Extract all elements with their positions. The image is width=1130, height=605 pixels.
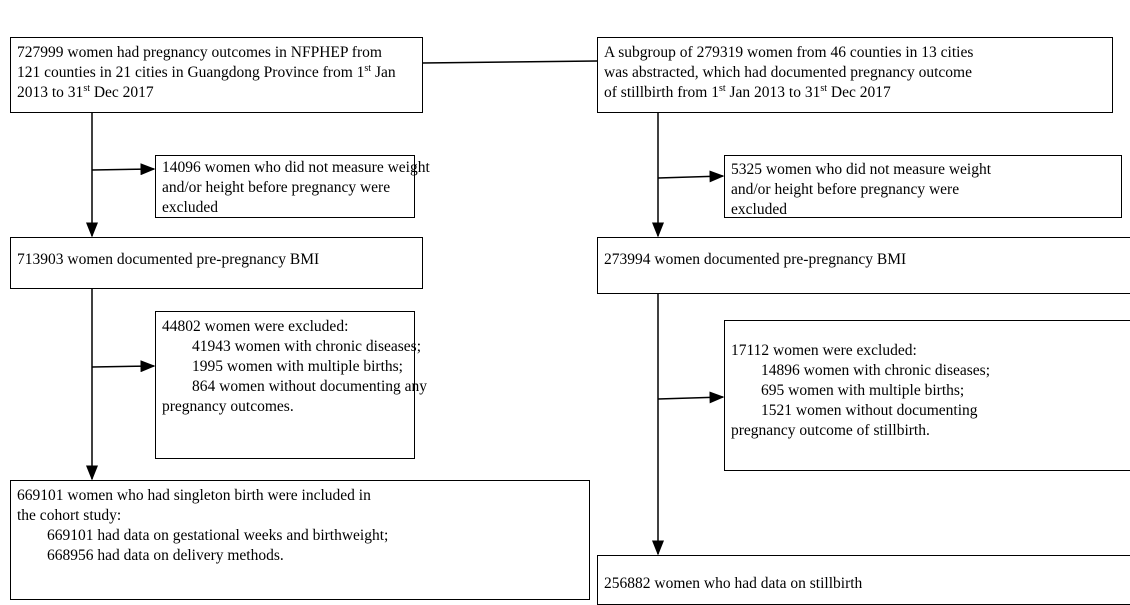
text-line: 273994 women documented pre-pregnancy BM…: [604, 251, 907, 268]
superscript: st: [820, 83, 828, 94]
text-line: was abstracted, which had documented pre…: [604, 64, 972, 81]
text-line: excluded: [731, 201, 787, 218]
text-line: and/or height before pregnancy were: [162, 179, 391, 196]
text-line: 5325 women who did not measure weight: [731, 161, 992, 178]
text: Jan: [371, 64, 396, 81]
text: Dec 2017: [827, 84, 891, 101]
text-line: of stillbirth from 1st Jan 2013 to 31st …: [604, 83, 1106, 103]
text-line: 256882 women who had data on stillbirth: [604, 575, 863, 592]
text: Dec 2017: [89, 84, 154, 101]
arrow: [91, 163, 156, 176]
text: Jan 2013 to 31: [725, 84, 821, 101]
arrow: [657, 170, 725, 183]
exclusion-box: 5325 women who did not measure weight an…: [724, 155, 1122, 218]
start-box: 727999 women had pregnancy outcomes in N…: [10, 37, 423, 113]
start-box: A subgroup of 279319 women from 46 count…: [597, 37, 1113, 113]
text: of stillbirth from 1: [604, 84, 719, 101]
text-line: A subgroup of 279319 women from 46 count…: [604, 44, 974, 61]
final-box: 669101 women who had singleton birth wer…: [10, 480, 590, 600]
exclusion-box: 17112 women were excluded: 14896 women w…: [724, 320, 1130, 471]
text-line: 14096 women who did not measure weight: [162, 159, 430, 176]
bmi-box: 273994 women documented pre-pregnancy BM…: [597, 237, 1130, 294]
text-line: 44802 women were excluded:: [162, 318, 349, 335]
text-line: the cohort study:: [17, 507, 122, 524]
text: 2013 to 31: [17, 84, 84, 101]
text-line: pregnancy outcomes.: [162, 398, 294, 415]
text-line: 121 counties in 21 cities in Guangdong P…: [17, 63, 416, 83]
arrow: [91, 360, 156, 373]
text-line: 41943 women with chronic diseases;: [192, 338, 422, 355]
text-line: 695 women with multiple births;: [761, 382, 965, 399]
text-line: 864 women without documenting any: [192, 378, 428, 395]
exclusion-box: 44802 women were excluded: 41943 women w…: [155, 311, 428, 459]
text-line: 669101 women who had singleton birth wer…: [17, 487, 371, 504]
text-line: 1995 women with multiple births;: [192, 358, 403, 375]
arrow: [657, 391, 725, 404]
text-line: 727999 women had pregnancy outcomes in N…: [17, 44, 382, 61]
link-line: [421, 60, 598, 64]
text: 121 counties in 21 cities in Guangdong P…: [17, 64, 365, 81]
text-line: 1521 women without documenting: [761, 402, 978, 419]
superscript: st: [83, 83, 90, 94]
text-line: excluded: [162, 199, 218, 216]
superscript: st: [364, 63, 372, 74]
text-line: and/or height before pregnancy were: [731, 181, 960, 198]
final-box: 256882 women who had data on stillbirth: [597, 555, 1130, 605]
text-line: 668956 had data on delivery methods.: [47, 547, 284, 564]
exclusion-box: 14096 women who did not measure weight a…: [155, 155, 430, 218]
text-line: 17112 women were excluded:: [731, 342, 917, 359]
bmi-box: 713903 women documented pre-pregnancy BM…: [10, 237, 423, 289]
superscript: st: [718, 83, 726, 94]
text-line: 14896 women with chronic diseases;: [761, 362, 991, 379]
text-line: 713903 women documented pre-pregnancy BM…: [17, 251, 320, 268]
text-line: pregnancy outcome of stillbirth.: [731, 422, 930, 439]
text-line: 669101 had data on gestational weeks and…: [47, 527, 389, 544]
text-line: 2013 to 31st Dec 2017: [17, 83, 416, 103]
